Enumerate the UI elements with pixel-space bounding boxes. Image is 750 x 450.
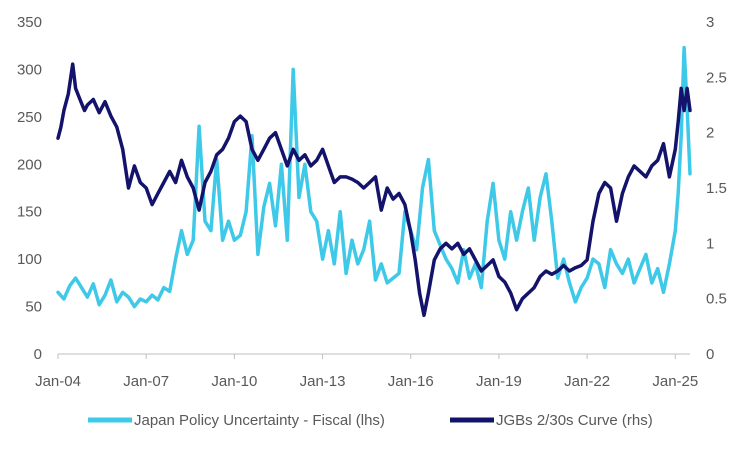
y-right-tick-label: 0.5: [706, 291, 727, 308]
right-axis-ticks: 0 0.5 1 1.5 2 2.5 3: [706, 14, 727, 363]
x-tick-label: Jan-04: [35, 373, 81, 390]
y-right-tick-label: 2: [706, 125, 714, 142]
x-tick-label: Jan-07: [123, 373, 169, 390]
x-tick-label: Jan-16: [388, 373, 434, 390]
x-tick-label: Jan-22: [564, 373, 610, 390]
x-tick-label: Jan-19: [476, 373, 522, 390]
x-tick-label: Jan-25: [652, 373, 698, 390]
y-right-tick-label: 1.5: [706, 180, 727, 197]
series-line-fiscal: [56, 45, 692, 309]
legend: Japan Policy Uncertainty - Fiscal (lhs) …: [88, 412, 653, 429]
y-left-tick-label: 0: [34, 346, 42, 363]
series-layer: [56, 45, 692, 318]
x-tick-label: Jan-10: [211, 373, 257, 390]
y-left-tick-label: 150: [17, 204, 42, 221]
legend-label-jgb-curve: JGBs 2/30s Curve (rhs): [496, 412, 653, 429]
x-axis-ticks: Jan-04 Jan-07 Jan-10 Jan-13 Jan-16 Jan-19 Jan-…: [35, 354, 698, 390]
y-right-tick-label: 1: [706, 235, 714, 252]
legend-label-fiscal: Japan Policy Uncertainty - Fiscal (lhs): [134, 412, 385, 429]
x-tick-label: Jan-13: [300, 373, 346, 390]
y-right-tick-label: 0: [706, 346, 714, 363]
y-left-tick-label: 350: [17, 14, 42, 31]
y-left-tick-label: 50: [25, 299, 42, 316]
y-left-tick-label: 250: [17, 109, 42, 126]
left-axis-ticks: 0 50 100 150 200 250 300 350: [17, 14, 42, 363]
y-right-tick-label: 2.5: [706, 69, 727, 86]
series-line-jgb-curve: [56, 62, 692, 318]
y-left-tick-label: 100: [17, 251, 42, 268]
y-left-tick-label: 200: [17, 156, 42, 173]
y-left-tick-label: 300: [17, 61, 42, 78]
y-right-tick-label: 3: [706, 14, 714, 31]
